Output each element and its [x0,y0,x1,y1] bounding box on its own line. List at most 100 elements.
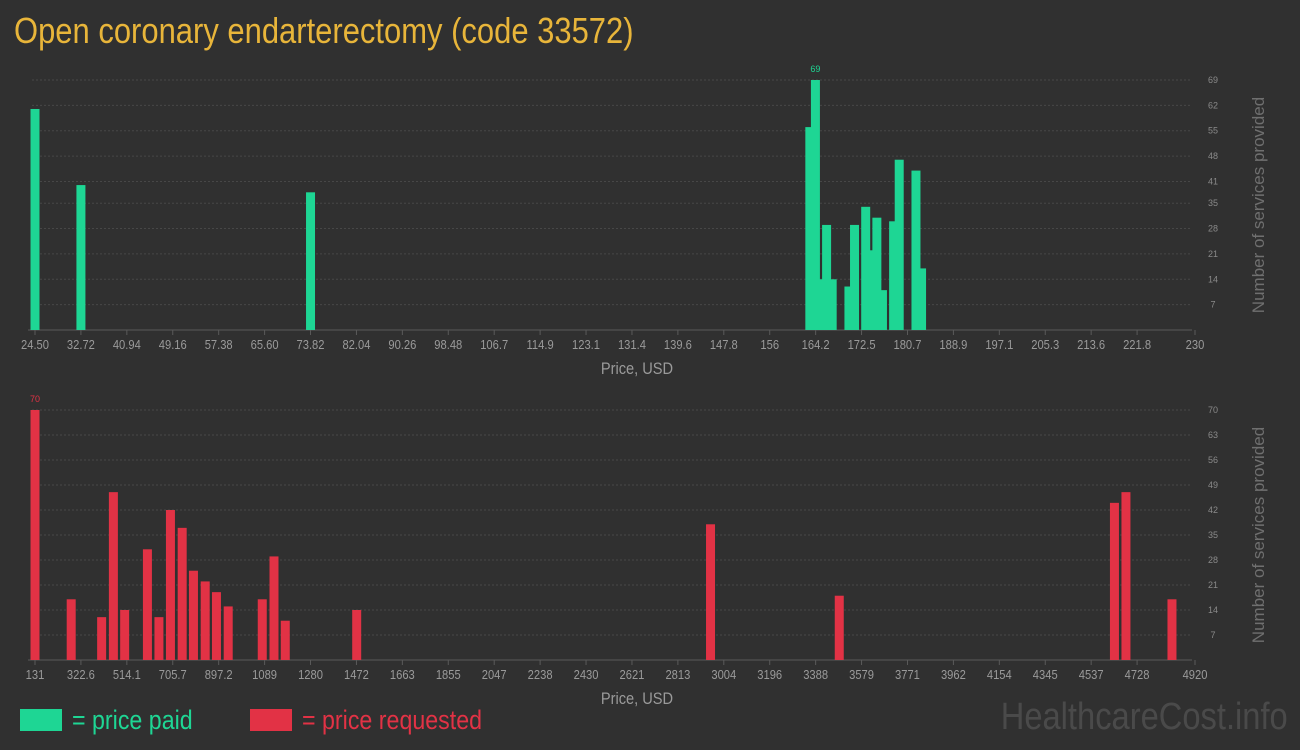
x-tick-label: 114.9 [527,337,554,352]
legend-paid-label: = price paid [72,704,193,735]
x-tick-label: 4537 [1079,667,1104,682]
x-tick-label: 213.6 [1077,337,1105,352]
x-axis-title: Price, USD [601,690,673,708]
y-tick-label: 14 [1208,605,1218,615]
x-axis-title: Price, USD [601,360,673,378]
bar [872,217,882,330]
x-tick-label: 188.9 [939,337,967,352]
x-tick-label: 2047 [482,667,507,682]
y-tick-label: 48 [1208,151,1218,161]
x-tick-label: 230 [1186,337,1205,352]
x-tick-label: 40.94 [113,337,141,352]
y-tick-label: 63 [1208,430,1218,440]
x-tick-label: 2430 [574,667,599,682]
y-tick-label: 69 [1208,75,1218,85]
x-tick-label: 4345 [1033,667,1058,682]
bar [894,159,904,330]
x-tick-label: 4154 [987,667,1012,682]
bar [108,492,118,660]
x-tick-label: 3771 [895,667,920,682]
x-tick-label: 2813 [665,667,690,682]
x-tick-label: 49.16 [159,337,187,352]
y-tick-label: 28 [1208,224,1218,234]
x-tick-label: 147.8 [710,337,738,352]
x-tick-label: 3004 [711,667,736,682]
page-title: Open coronary endarterectomy (code 33572… [14,10,634,51]
x-tick-label: 1472 [344,667,369,682]
x-tick-label: 164.2 [802,337,830,352]
x-tick-label: 123.1 [572,337,600,352]
bar [822,224,832,330]
y-tick-label: 28 [1208,555,1218,565]
legend-requested-label: = price requested [302,704,483,735]
bar [816,279,826,330]
y-tick-label: 21 [1208,249,1218,259]
y-tick-label: 35 [1208,530,1218,540]
bar [889,221,899,330]
bar [810,80,820,330]
bar [306,192,316,330]
bar [911,170,921,330]
max-value-label: 69 [810,64,820,74]
x-tick-label: 172.5 [848,337,876,352]
x-tick-label: 90.26 [388,337,416,352]
y-tick-label: 14 [1208,274,1218,284]
bar [866,250,876,330]
x-tick-label: 221.8 [1123,337,1151,352]
bar [850,224,860,330]
y-tick-label: 21 [1208,580,1218,590]
x-tick-label: 3579 [849,667,874,682]
bar [805,127,815,331]
x-tick-label: 4728 [1125,667,1150,682]
bar [165,510,175,660]
bar [917,268,927,330]
bar [1167,599,1177,660]
x-tick-label: 65.60 [251,337,279,352]
y-tick-label: 41 [1208,176,1218,186]
bar [30,108,40,330]
bar [352,610,362,660]
bar [1109,502,1119,660]
max-value-label: 70 [30,394,40,404]
price-paid-chart: 7 14 21 28 35 41 48 55 62 69 24.50 32.72 40.94 49.16 5… [21,64,1268,378]
x-tick-label: 131 [26,667,45,682]
x-tick-label: 197.1 [985,337,1013,352]
x-tick-label: 98.48 [434,337,462,352]
bar [269,556,279,660]
price-requested-chart: 7 14 21 28 35 42 49 56 63 70 131 322.6 514.1 705.7 897… [26,394,1268,708]
x-tick-label: 32.72 [67,337,95,352]
bar [257,599,267,660]
x-tick-label: 897.2 [205,667,233,682]
bar [223,606,233,660]
x-tick-label: 205.3 [1031,337,1059,352]
y-tick-label: 70 [1208,405,1218,415]
y-tick-label: 56 [1208,455,1218,465]
bar [844,286,854,330]
y-tick-label: 42 [1208,505,1218,515]
bar [30,410,40,660]
legend-paid-swatch [20,709,62,731]
legend-requested: = price requested [250,704,511,736]
legend-requested-swatch [250,709,292,731]
y-tick-label: 49 [1208,480,1218,490]
x-tick-label: 2621 [620,667,645,682]
x-tick-label: 131.4 [618,337,646,352]
x-tick-label: 1663 [390,667,415,682]
x-tick-label: 24.50 [21,337,49,352]
x-tick-label: 156 [760,337,779,352]
x-tick-label: 180.7 [894,337,922,352]
bar [211,592,221,660]
y-tick-label: 7 [1210,300,1215,310]
legend-paid: = price paid [20,704,212,736]
x-tick-label: 3196 [757,667,782,682]
bar [200,581,210,660]
bar [827,279,837,330]
bar [1121,492,1131,660]
bar [188,570,198,660]
bar [66,599,76,660]
bar [120,610,130,660]
x-tick-label: 3962 [941,667,966,682]
bar [76,185,86,330]
x-tick-label: 705.7 [159,667,187,682]
x-tick-label: 322.6 [67,667,95,682]
